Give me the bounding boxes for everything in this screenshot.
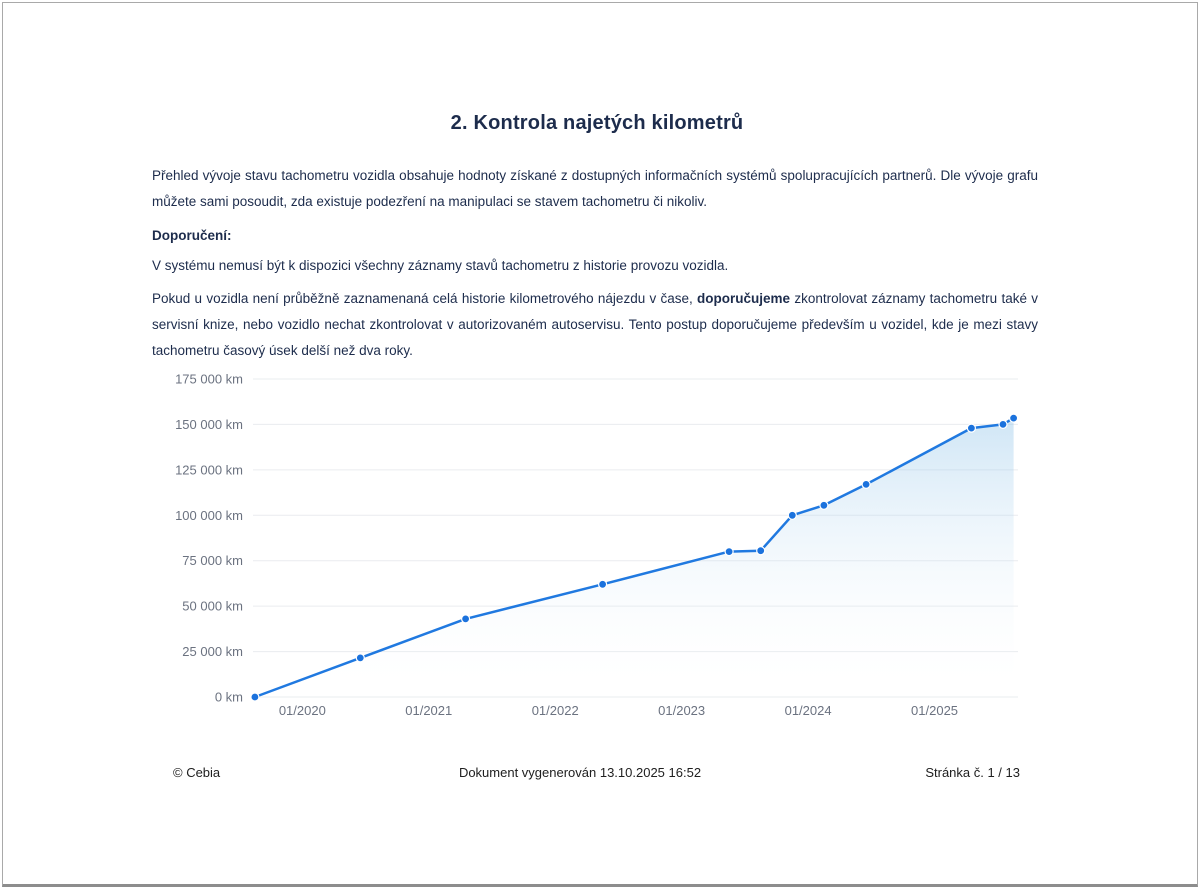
x-tick-label: 01/2022 — [532, 703, 579, 718]
data-point — [756, 546, 766, 556]
x-tick-label: 01/2024 — [785, 703, 832, 718]
data-point — [461, 614, 471, 624]
data-point — [998, 419, 1008, 430]
data-point — [250, 692, 260, 702]
data-point — [724, 547, 734, 557]
y-tick-label: 150 000 km — [175, 417, 243, 432]
data-point — [861, 479, 871, 490]
y-tick-label: 25 000 km — [182, 644, 243, 659]
system-note-paragraph: V systému nemusí být k dispozici všechny… — [152, 258, 729, 273]
y-tick-label: 0 km — [215, 690, 243, 705]
y-tick-label: 175 000 km — [175, 372, 243, 387]
footer-generated-timestamp: Dokument vygenerován 13.10.2025 16:52 — [458, 765, 702, 780]
advice-paragraph: Pokud u vozidla není průběžně zaznamenan… — [152, 286, 1038, 364]
x-tick-label: 01/2020 — [279, 703, 326, 718]
page-title: 2. Kontrola najetých kilometrů — [450, 112, 744, 134]
advice-text-part1: Pokud u vozidla není průběžně zaznamenan… — [152, 291, 698, 306]
odometer-line-chart: 175 000 km 150 000 km 125 000 km 100 000 km… — [175, 372, 1019, 718]
advice-text-bold: doporučujeme — [697, 291, 791, 306]
data-point — [1008, 413, 1019, 423]
y-tick-label: 75 000 km — [182, 553, 243, 568]
y-tick-label: 100 000 km — [175, 508, 243, 523]
advice-text-part2: zkontrolovat záznamy tachometru také v s… — [152, 291, 1038, 358]
data-point — [819, 500, 829, 510]
x-tick-label: 01/2021 — [405, 703, 452, 718]
data-point — [355, 653, 365, 663]
odometer-line — [253, 416, 1015, 699]
data-point — [966, 423, 977, 433]
footer-copyright: © Cebia — [173, 765, 221, 780]
x-tick-label: 01/2023 — [658, 703, 705, 718]
footer-page-number: Stránka č. 1 / 13 — [925, 765, 1020, 780]
data-point — [787, 510, 797, 520]
x-tick-label: 01/2025 — [911, 703, 958, 718]
odometer-chart: 175 000 km 150 000 km 125 000 km 100 000 km… — [150, 360, 1040, 730]
y-tick-label: 50 000 km — [182, 599, 243, 614]
data-point — [598, 579, 608, 589]
y-tick-label: 125 000 km — [175, 462, 243, 477]
recommendation-label: Doporučení: — [152, 228, 232, 243]
intro-paragraph: Přehled vývoje stavu tachometru vozidla … — [152, 168, 1038, 209]
